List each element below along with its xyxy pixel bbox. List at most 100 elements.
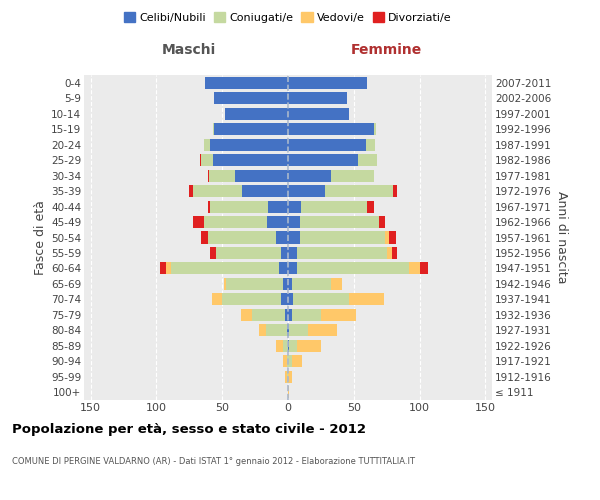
- Bar: [242, 185, 288, 197]
- Bar: [288, 92, 347, 104]
- Bar: [325, 185, 393, 197]
- Bar: [331, 278, 342, 290]
- Bar: [201, 154, 213, 166]
- Bar: [288, 154, 358, 166]
- Bar: [297, 340, 321, 352]
- Bar: [367, 200, 374, 212]
- Bar: [276, 232, 288, 243]
- Bar: [288, 294, 293, 306]
- Bar: [215, 247, 281, 259]
- Bar: [281, 294, 288, 306]
- Bar: [389, 232, 396, 243]
- Bar: [214, 92, 288, 104]
- Bar: [279, 262, 288, 274]
- Bar: [211, 247, 215, 259]
- Bar: [287, 324, 288, 336]
- Bar: [208, 232, 276, 243]
- Bar: [283, 278, 288, 290]
- Bar: [288, 262, 297, 274]
- Bar: [292, 309, 321, 321]
- Bar: [419, 262, 428, 274]
- Bar: [281, 247, 288, 259]
- Bar: [349, 294, 384, 306]
- Bar: [288, 278, 292, 290]
- Bar: [200, 154, 201, 166]
- Bar: [208, 170, 209, 181]
- Bar: [287, 356, 288, 368]
- Bar: [211, 138, 288, 150]
- Bar: [300, 232, 385, 243]
- Y-axis label: Anni di nascita: Anni di nascita: [555, 191, 568, 284]
- Bar: [288, 340, 289, 352]
- Text: COMUNE DI PERGINE VALDARNO (AR) - Dati ISTAT 1° gennaio 2012 - Elaborazione TUTT: COMUNE DI PERGINE VALDARNO (AR) - Dati I…: [12, 458, 415, 466]
- Bar: [385, 232, 389, 243]
- Bar: [292, 356, 302, 368]
- Text: Popolazione per età, sesso e stato civile - 2012: Popolazione per età, sesso e stato civil…: [12, 422, 366, 436]
- Bar: [288, 200, 301, 212]
- Bar: [321, 309, 356, 321]
- Text: Maschi: Maschi: [162, 44, 217, 58]
- Bar: [288, 76, 367, 89]
- Bar: [204, 216, 267, 228]
- Bar: [286, 371, 287, 383]
- Bar: [226, 278, 283, 290]
- Bar: [289, 324, 308, 336]
- Bar: [201, 232, 208, 243]
- Bar: [287, 371, 288, 383]
- Bar: [193, 185, 242, 197]
- Bar: [253, 309, 286, 321]
- Bar: [259, 324, 266, 336]
- Bar: [308, 324, 337, 336]
- Bar: [266, 324, 287, 336]
- Bar: [225, 108, 288, 120]
- Bar: [300, 216, 379, 228]
- Bar: [208, 200, 211, 212]
- Bar: [276, 340, 283, 352]
- Bar: [288, 216, 300, 228]
- Bar: [392, 247, 397, 259]
- Bar: [267, 216, 288, 228]
- Bar: [289, 340, 297, 352]
- Bar: [224, 278, 226, 290]
- Bar: [205, 76, 288, 89]
- Bar: [288, 170, 331, 181]
- Bar: [209, 170, 235, 181]
- Bar: [222, 294, 281, 306]
- Bar: [301, 200, 367, 212]
- Bar: [331, 170, 374, 181]
- Bar: [235, 170, 288, 181]
- Bar: [288, 324, 289, 336]
- Bar: [297, 262, 409, 274]
- Bar: [292, 278, 331, 290]
- Bar: [379, 216, 385, 228]
- Bar: [288, 232, 300, 243]
- Bar: [288, 309, 292, 321]
- Bar: [393, 185, 397, 197]
- Bar: [283, 356, 287, 368]
- Bar: [387, 247, 392, 259]
- Bar: [214, 123, 288, 135]
- Bar: [288, 247, 297, 259]
- Bar: [288, 123, 374, 135]
- Bar: [171, 262, 279, 274]
- Bar: [288, 386, 289, 398]
- Bar: [283, 340, 288, 352]
- Bar: [212, 294, 222, 306]
- Bar: [211, 200, 268, 212]
- Bar: [358, 154, 377, 166]
- Bar: [286, 309, 288, 321]
- Bar: [288, 371, 292, 383]
- Y-axis label: Fasce di età: Fasce di età: [34, 200, 47, 275]
- Bar: [204, 138, 211, 150]
- Bar: [160, 262, 166, 274]
- Bar: [268, 200, 288, 212]
- Bar: [166, 262, 171, 274]
- Bar: [213, 154, 288, 166]
- Bar: [241, 309, 253, 321]
- Bar: [288, 138, 365, 150]
- Bar: [365, 138, 375, 150]
- Bar: [293, 294, 349, 306]
- Bar: [193, 216, 204, 228]
- Bar: [297, 247, 387, 259]
- Bar: [189, 185, 193, 197]
